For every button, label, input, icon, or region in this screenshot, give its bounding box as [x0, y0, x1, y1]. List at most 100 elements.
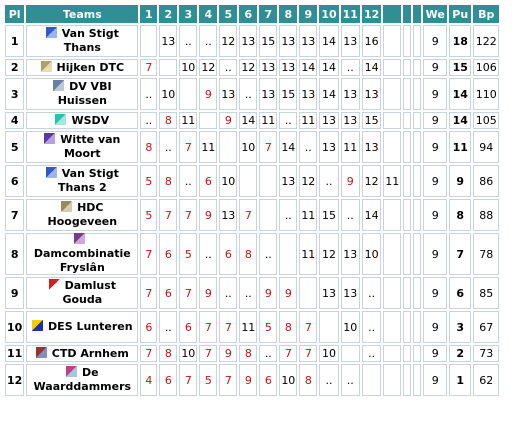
- team-cell: Hijken DTC: [26, 59, 139, 76]
- spacer-cell: [413, 59, 422, 76]
- header-round: 12: [361, 5, 382, 23]
- score-cell: 9: [259, 277, 278, 309]
- score-cell: 7: [239, 199, 258, 231]
- standings-table: Pl Teams 1 2 3 4 5 6 7 8 9 10 11 12 We P…: [3, 3, 501, 398]
- score-cell: 13: [340, 78, 360, 110]
- table-row: 12 De Waarddammers 4 6 7 5 7 9 6 10 8.... 9 1 62: [5, 364, 500, 396]
- we-cell: 9: [423, 131, 448, 163]
- score-cell: 7: [279, 345, 298, 362]
- score-cell: 14: [319, 59, 339, 76]
- pu-cell: 14: [449, 78, 472, 110]
- score-cell: 13: [361, 131, 382, 163]
- score-cell: ..: [219, 277, 238, 309]
- score-cell: 13: [159, 25, 178, 57]
- bp-cell: 94: [473, 131, 500, 163]
- score-cell: 13: [340, 25, 360, 57]
- pu-cell: 2: [449, 345, 472, 362]
- table-row: 6 Van Stigt Thans 2 5 8.. 6 10 13 12.. 9 12 11 9 9 86: [5, 165, 500, 197]
- score-cell: ..: [159, 131, 178, 163]
- team-name: DV VBI Huissen: [57, 80, 112, 107]
- score-cell: 7: [259, 131, 278, 163]
- score-cell: 11: [383, 165, 402, 197]
- score-cell: 14: [319, 78, 339, 110]
- place-cell: 2: [5, 59, 25, 76]
- spacer-cell: [413, 199, 422, 231]
- bp-cell: 73: [473, 345, 500, 362]
- we-cell: 9: [423, 199, 448, 231]
- score-cell: 6: [159, 364, 178, 396]
- spacer-cell: [403, 112, 412, 129]
- team-cell: WSDV: [26, 112, 139, 129]
- score-cell: 14: [319, 25, 339, 57]
- table-row: 7 HDC Hoogeveen 5 7 7 9 13 7.. 11 15.. 14 9 8 88: [5, 199, 500, 231]
- header-bp: Bp: [473, 5, 500, 23]
- bp-cell: 78: [473, 233, 500, 275]
- score-cell: 13: [299, 25, 318, 57]
- score-cell: 5: [140, 165, 158, 197]
- spacer-cell: [383, 345, 402, 362]
- team-name: Damcombinatie Fryslân: [33, 247, 131, 274]
- team-cell: Van Stigt Thans 2: [26, 165, 139, 197]
- header-round: 11: [340, 5, 360, 23]
- team-cell: DV VBI Huissen: [26, 78, 139, 110]
- score-cell: 7: [159, 199, 178, 231]
- score-cell: 8: [299, 364, 318, 396]
- score-cell: 8: [159, 112, 178, 129]
- pu-cell: 9: [449, 165, 472, 197]
- score-cell: 9: [219, 345, 238, 362]
- spacer-cell: [403, 364, 412, 396]
- team-cell: Witte van Moort: [26, 131, 139, 163]
- pu-cell: 3: [449, 311, 472, 343]
- spacer-cell: [413, 364, 422, 396]
- spacer-cell: [383, 277, 402, 309]
- score-cell: ..: [179, 165, 198, 197]
- header-round: 9: [299, 5, 318, 23]
- score-cell: 10: [219, 165, 238, 197]
- score-cell: 10: [279, 364, 298, 396]
- score-cell: 13: [319, 112, 339, 129]
- team-name: DES Lunteren: [48, 320, 133, 333]
- score-cell: 13: [340, 112, 360, 129]
- score-cell: 11: [179, 112, 198, 129]
- score-cell: 10: [179, 345, 198, 362]
- team-cell: Damcombinatie Fryslân: [26, 233, 139, 275]
- place-cell: 6: [5, 165, 25, 197]
- header-round: 4: [199, 5, 218, 23]
- score-cell: 6: [140, 311, 158, 343]
- score-cell: 5: [140, 199, 158, 231]
- header-we: We: [423, 5, 448, 23]
- score-cell: 12: [219, 25, 238, 57]
- score-cell: ..: [259, 345, 278, 362]
- score-cell: 4: [140, 364, 158, 396]
- score-cell: 7: [179, 364, 198, 396]
- des-logo-icon: [32, 320, 44, 331]
- place-cell: 11: [5, 345, 25, 362]
- score-cell: 13: [299, 78, 318, 110]
- header-teams: Teams: [26, 5, 139, 23]
- we-cell: 9: [423, 78, 448, 110]
- spacer-cell: [403, 59, 412, 76]
- hijken-logo-icon: [40, 60, 52, 72]
- score-cell: 9: [199, 277, 218, 309]
- score-cell: 13: [340, 233, 360, 275]
- witte-logo-icon: [44, 133, 56, 144]
- score-cell: ..: [319, 364, 339, 396]
- score-cell: 9: [340, 165, 360, 197]
- team-cell: Van Stigt Thans: [26, 25, 139, 57]
- score-cell: [219, 131, 238, 163]
- spacer-cell: [383, 233, 402, 275]
- header-pl: Pl: [5, 5, 25, 23]
- score-cell: 6: [179, 311, 198, 343]
- score-cell: 11: [299, 233, 318, 275]
- header-round: 2: [159, 5, 178, 23]
- score-cell: 16: [361, 25, 382, 57]
- score-cell: 10: [159, 78, 178, 110]
- pu-cell: 7: [449, 233, 472, 275]
- spacer-cell: [403, 233, 412, 275]
- score-cell: ..: [219, 59, 238, 76]
- spacer-cell: [403, 345, 412, 362]
- score-cell: 11: [259, 112, 278, 129]
- we-cell: 9: [423, 311, 448, 343]
- vst2-logo-icon: [45, 167, 57, 178]
- spacer-cell: [403, 199, 412, 231]
